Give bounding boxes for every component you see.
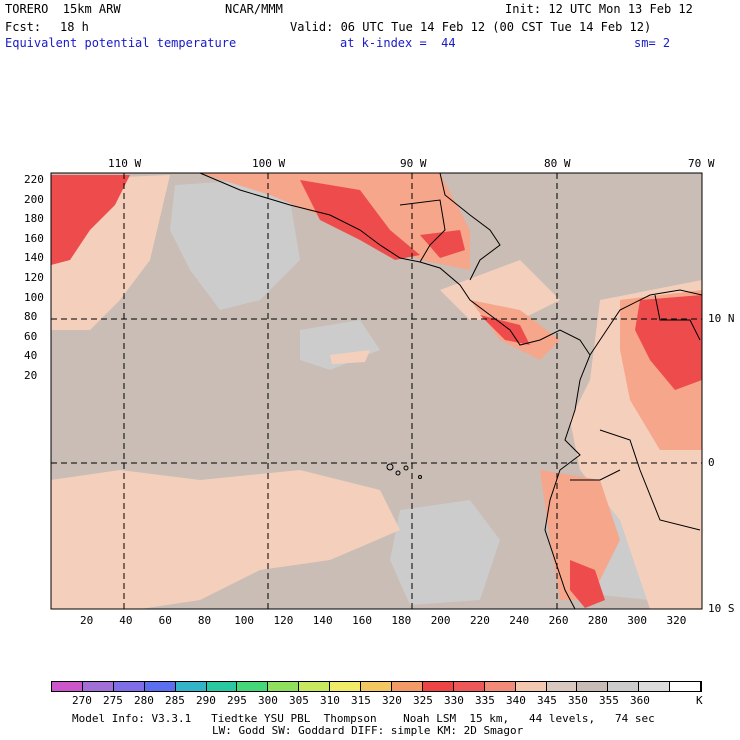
colorbar-label: 310 xyxy=(320,694,340,707)
colorbar-unit: K xyxy=(696,694,703,707)
x-tick-label: 200 xyxy=(430,614,451,627)
colorbar-swatch xyxy=(113,682,145,691)
colorbar-swatch xyxy=(546,682,578,691)
colorbar-label: 280 xyxy=(134,694,154,707)
lon-label: 70 W xyxy=(688,157,715,170)
colorbar-swatch xyxy=(175,682,207,691)
colorbar-swatch xyxy=(237,682,269,691)
model-info-line2: LW: Godd SW: Goddard DIFF: simple KM: 2D… xyxy=(212,724,524,737)
run-name: TORERO 15km ARW xyxy=(5,2,121,16)
y-tick-label: 40 xyxy=(24,349,38,363)
y-tick-label: 200 xyxy=(24,192,44,206)
colorbar-swatch xyxy=(577,682,609,691)
x-tick-label: 140 xyxy=(312,614,333,627)
colorbar-label: 320 xyxy=(382,694,402,707)
colorbar-swatch xyxy=(82,682,114,691)
colorbar-label: 315 xyxy=(351,694,371,707)
colorbar-label: 285 xyxy=(165,694,185,707)
x-tick-label: 220 xyxy=(470,614,490,627)
x-tick-label: 240 xyxy=(509,614,530,627)
colorbar-swatch xyxy=(268,682,300,691)
colorbar-swatch xyxy=(330,682,362,691)
colorbar-swatch xyxy=(144,682,176,691)
x-tick-label: 100 xyxy=(234,614,255,627)
lon-label: 100 W xyxy=(252,157,286,170)
colorbar-label: 300 xyxy=(258,694,278,707)
colorbar xyxy=(51,681,702,692)
colorbar-swatch xyxy=(422,682,454,691)
colorbar-label: 360 xyxy=(630,694,650,707)
x-tick-label: 40 xyxy=(119,614,133,627)
colorbar-swatch xyxy=(391,682,423,691)
x-tick-label: 60 xyxy=(158,614,172,627)
organization: NCAR/MMM xyxy=(225,2,283,16)
x-tick-label: 320 xyxy=(666,614,687,627)
colorbar-swatch xyxy=(206,682,238,691)
lon-label: 90 W xyxy=(400,157,427,170)
lat-label: 10 S xyxy=(708,602,735,615)
colorbar-label: 270 xyxy=(72,694,92,707)
colorbar-swatch xyxy=(361,682,392,691)
forecast-hour: 18 h xyxy=(60,20,89,34)
y-tick-label: 180 xyxy=(24,212,44,226)
valid-time: Valid: 06 UTC Tue 14 Feb 12 (00 CST Tue … xyxy=(290,20,652,34)
colorbar-label: 340 xyxy=(506,694,526,707)
x-tick-label: 300 xyxy=(627,614,648,627)
colorbar-label: 345 xyxy=(537,694,557,707)
y-tick-label: 80 xyxy=(24,310,38,324)
smoothing-info: sm= 2 xyxy=(634,36,671,50)
field-name: Equivalent potential temperature xyxy=(5,36,237,50)
x-tick-label: 120 xyxy=(273,614,294,627)
grid-lines xyxy=(51,173,702,609)
colorbar-swatch xyxy=(639,682,671,691)
colorbar-label: 275 xyxy=(103,694,123,707)
lat-label: 0 xyxy=(708,456,715,469)
forecast-label: Fcst: xyxy=(5,20,42,34)
model-info-line1: Model Info: V3.3.1 Tiedtke YSU PBL Thomp… xyxy=(72,712,655,725)
colorbar-label: 355 xyxy=(599,694,619,707)
x-tick-label: 20 xyxy=(80,614,94,627)
colorbar-swatch xyxy=(453,682,485,691)
coastlines xyxy=(199,172,703,610)
colorbar-swatch xyxy=(670,682,702,691)
x-tick-label: 160 xyxy=(352,614,372,627)
y-tick-label: 120 xyxy=(24,271,44,284)
lat-label: 10 N xyxy=(708,312,735,325)
colorbar-label: 295 xyxy=(227,694,247,707)
colorbar-swatch xyxy=(608,682,640,691)
colorbar-label: 330 xyxy=(444,694,464,707)
colorbar-swatch xyxy=(52,682,83,691)
colorbar-swatch xyxy=(515,682,547,691)
y-tick-label: 160 xyxy=(24,231,44,245)
colorbar-label: 350 xyxy=(568,694,588,707)
y-tick-label: 140 xyxy=(24,251,44,265)
lon-label: 80 W xyxy=(544,157,571,170)
colorbar-label: 290 xyxy=(196,694,216,707)
y-tick-label: 20 xyxy=(24,369,38,382)
colorbar-label: 325 xyxy=(413,694,433,707)
lon-label: 110 W xyxy=(108,157,142,170)
colorbar-label: 335 xyxy=(475,694,495,707)
y-tick-label: 220 xyxy=(24,173,44,186)
x-tick-label: 80 xyxy=(197,614,212,627)
x-tick-label: 260 xyxy=(548,614,569,627)
x-tick-label: 180 xyxy=(391,614,412,627)
colorbar-label: 305 xyxy=(289,694,309,707)
x-tick-label: 280 xyxy=(587,614,608,627)
colorbar-swatch xyxy=(484,682,516,691)
map-frame xyxy=(50,172,703,610)
colorbar-swatch xyxy=(299,682,331,691)
init-time: Init: 12 UTC Mon 13 Feb 12 xyxy=(505,2,693,16)
y-tick-label: 100 xyxy=(24,290,44,304)
islands xyxy=(386,463,422,479)
level-info: at k-index = 44 xyxy=(340,36,456,50)
y-tick-label: 60 xyxy=(24,329,38,343)
